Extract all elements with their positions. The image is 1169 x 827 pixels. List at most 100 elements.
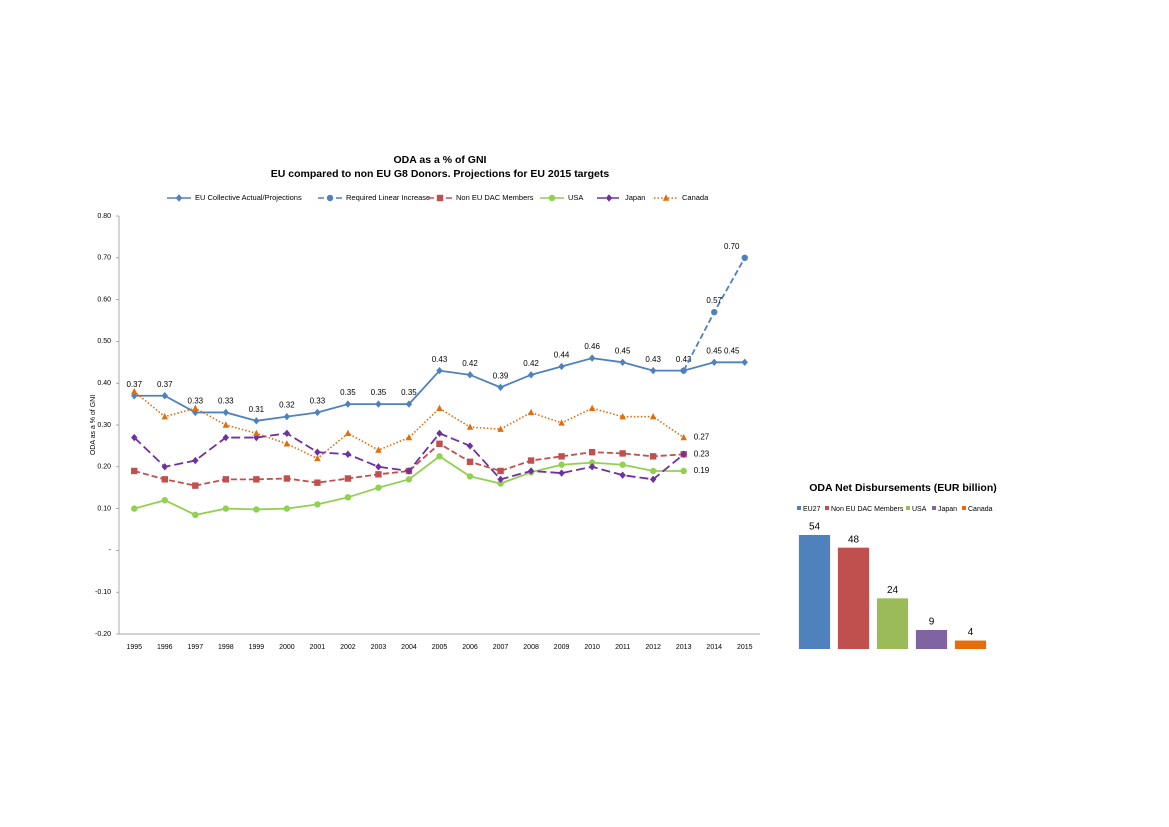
legend-label: Required Linear Increase <box>346 193 430 202</box>
x-tick-label: 2009 <box>554 644 570 651</box>
marker <box>131 433 138 442</box>
marker <box>375 471 382 478</box>
marker <box>466 371 474 379</box>
data-label: 0.42 <box>523 359 539 368</box>
data-label: 0.23 <box>694 449 710 458</box>
x-tick-label: 2002 <box>340 644 356 651</box>
marker <box>283 440 291 447</box>
marker <box>375 446 382 453</box>
marker <box>405 476 413 483</box>
marker <box>527 371 535 379</box>
marker <box>314 454 321 462</box>
y-tick-label: 0.40 <box>97 380 111 387</box>
marker <box>649 412 657 420</box>
data-label: 0.45 <box>615 346 631 355</box>
marker <box>436 366 443 375</box>
data-label: 0.57 <box>706 296 722 305</box>
x-tick-label: 2004 <box>401 644 417 651</box>
marker <box>326 194 334 202</box>
marker <box>588 404 596 411</box>
data-label: 24 <box>887 585 899 596</box>
data-label: 0.31 <box>249 405 265 414</box>
data-label: 54 <box>809 522 821 533</box>
bar <box>954 640 987 649</box>
data-label: 0.27 <box>694 433 710 442</box>
marker <box>314 501 321 508</box>
x-tick-label: 1995 <box>126 644 142 651</box>
marker <box>436 194 444 202</box>
legend-swatch <box>797 506 801 510</box>
data-label: 0.37 <box>157 380 173 389</box>
marker <box>711 308 718 316</box>
marker <box>605 194 613 202</box>
data-label: 0.35 <box>401 388 417 397</box>
bar <box>876 598 909 649</box>
y-tick-label: - <box>109 547 112 554</box>
marker <box>283 505 291 512</box>
legend-swatch <box>906 506 910 510</box>
data-label: 0.70 <box>724 242 740 251</box>
marker <box>253 429 260 437</box>
x-tick-label: 2013 <box>676 644 692 651</box>
data-label: 0.45 <box>724 346 740 355</box>
marker <box>680 433 687 441</box>
marker <box>588 463 596 471</box>
y-axis-label: ODA as a % of GNI <box>90 395 97 455</box>
marker <box>344 475 352 482</box>
y-tick-label: 0.70 <box>97 255 111 262</box>
marker <box>497 480 504 487</box>
legend-label: Japan <box>938 506 957 513</box>
marker <box>548 194 556 202</box>
data-label: 0.32 <box>279 401 295 410</box>
chart-subtitle: EU compared to non EU G8 Donors. Project… <box>271 168 610 180</box>
legend-label: USA <box>568 193 583 202</box>
marker <box>497 383 504 392</box>
legend-label: Non EU DAC Members <box>831 506 904 513</box>
y-tick-label: 0.30 <box>97 422 111 429</box>
marker <box>588 448 596 456</box>
data-label: 4 <box>968 627 974 638</box>
data-label: 0.35 <box>340 388 356 397</box>
marker <box>192 511 199 519</box>
marker <box>375 400 382 408</box>
legend-label: Japan <box>625 193 645 202</box>
legend-swatch <box>962 506 966 510</box>
marker <box>588 354 596 362</box>
data-label: 48 <box>848 534 860 545</box>
marker <box>283 412 291 421</box>
x-tick-label: 2005 <box>432 644 448 651</box>
series-line <box>134 455 684 516</box>
marker <box>344 429 352 437</box>
marker <box>314 479 321 486</box>
marker <box>131 505 138 512</box>
marker <box>680 450 687 458</box>
data-label: 0.46 <box>584 342 600 351</box>
data-label: 0.42 <box>462 359 478 368</box>
marker <box>558 453 565 460</box>
marker <box>436 440 443 448</box>
marker <box>344 450 352 458</box>
marker <box>314 448 321 456</box>
marker <box>222 476 230 483</box>
x-tick-label: 1996 <box>157 644 173 651</box>
marker <box>161 476 168 483</box>
marker <box>253 506 260 513</box>
marker <box>222 433 230 442</box>
x-tick-label: 1997 <box>188 644 204 651</box>
marker <box>662 194 670 201</box>
marker <box>619 358 626 366</box>
data-label: 0.33 <box>188 397 204 406</box>
marker <box>497 475 504 484</box>
data-label: 0.37 <box>126 380 142 389</box>
marker <box>466 473 474 480</box>
marker <box>283 429 291 438</box>
x-tick-label: 2001 <box>310 644 326 651</box>
marker <box>222 408 230 417</box>
bar <box>798 535 831 649</box>
marker <box>375 484 382 491</box>
data-label: 0.33 <box>218 397 234 406</box>
marker <box>466 442 474 450</box>
marker <box>619 471 626 479</box>
marker <box>161 463 168 471</box>
marker <box>558 362 565 371</box>
